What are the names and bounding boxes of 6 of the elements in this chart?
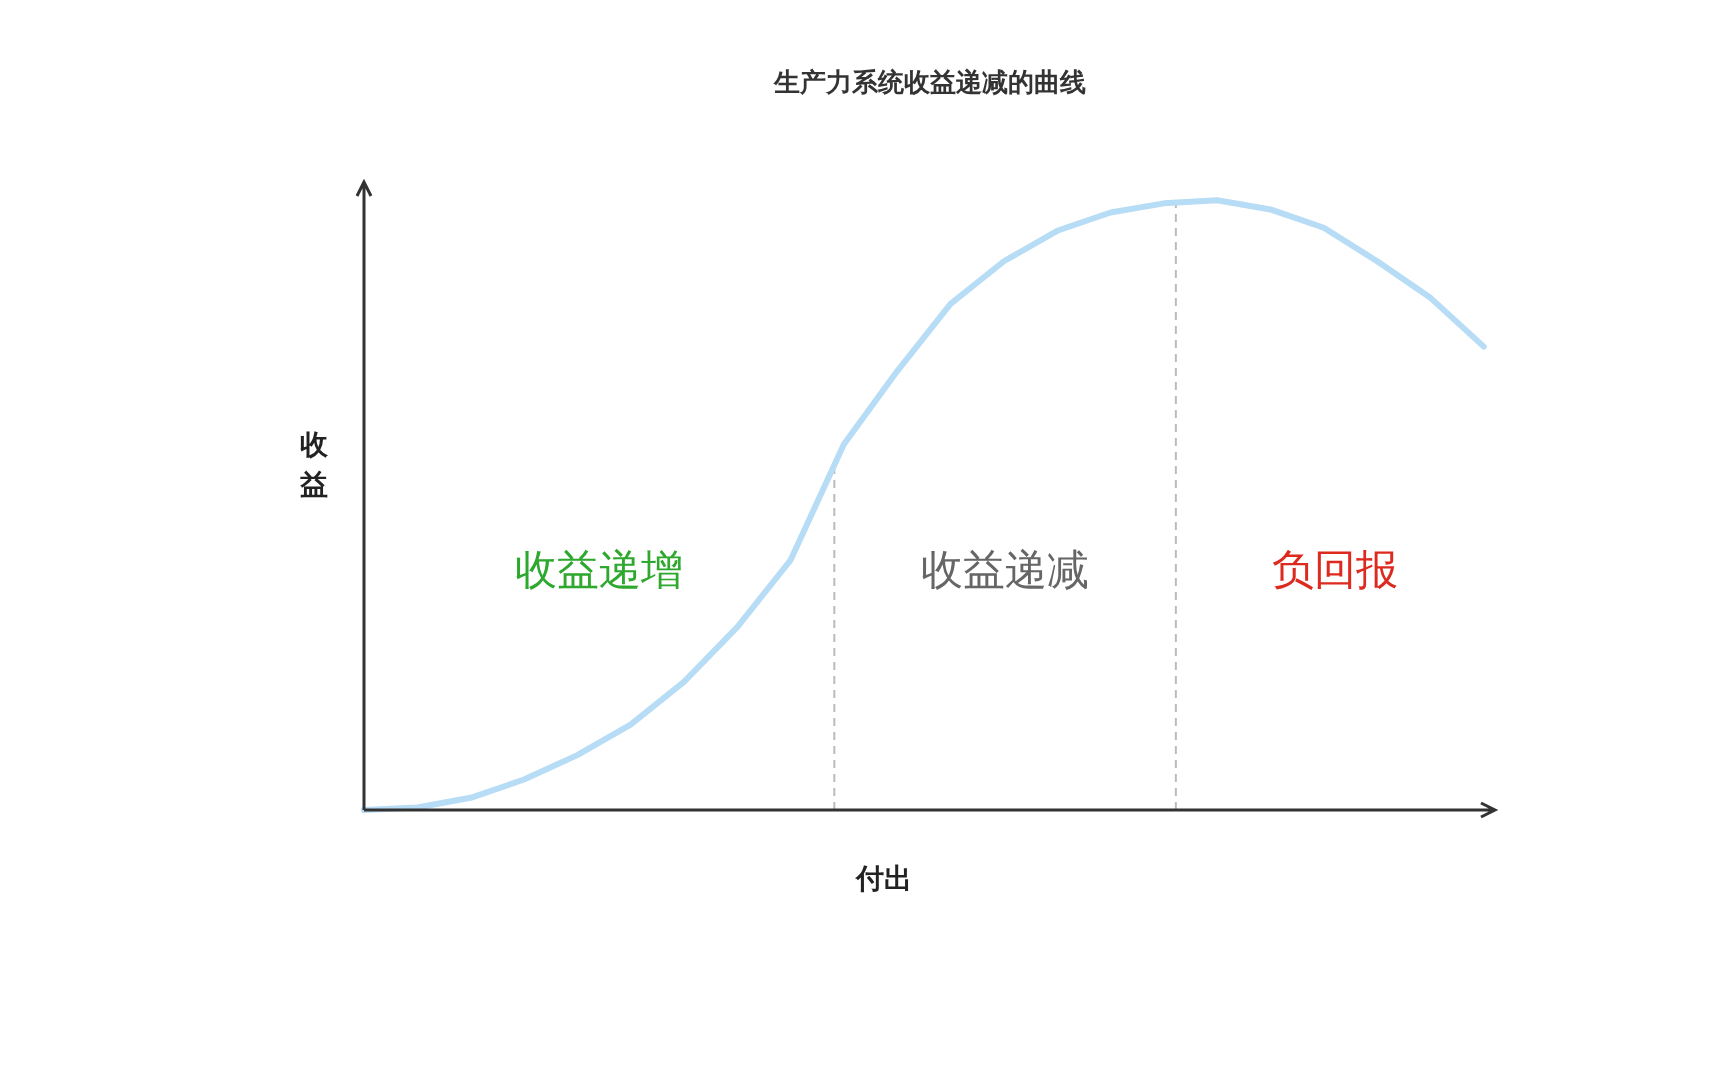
annotation: 负回报 [1272,545,1399,595]
annotation: 收益递增 [515,545,684,595]
annotation: 收益递减 [921,545,1090,595]
x-axis-title: 付出 [854,862,913,895]
chart-title: 生产力系统收益递减的曲线 [772,67,1086,97]
y-axis-title: 收益 [300,427,329,501]
